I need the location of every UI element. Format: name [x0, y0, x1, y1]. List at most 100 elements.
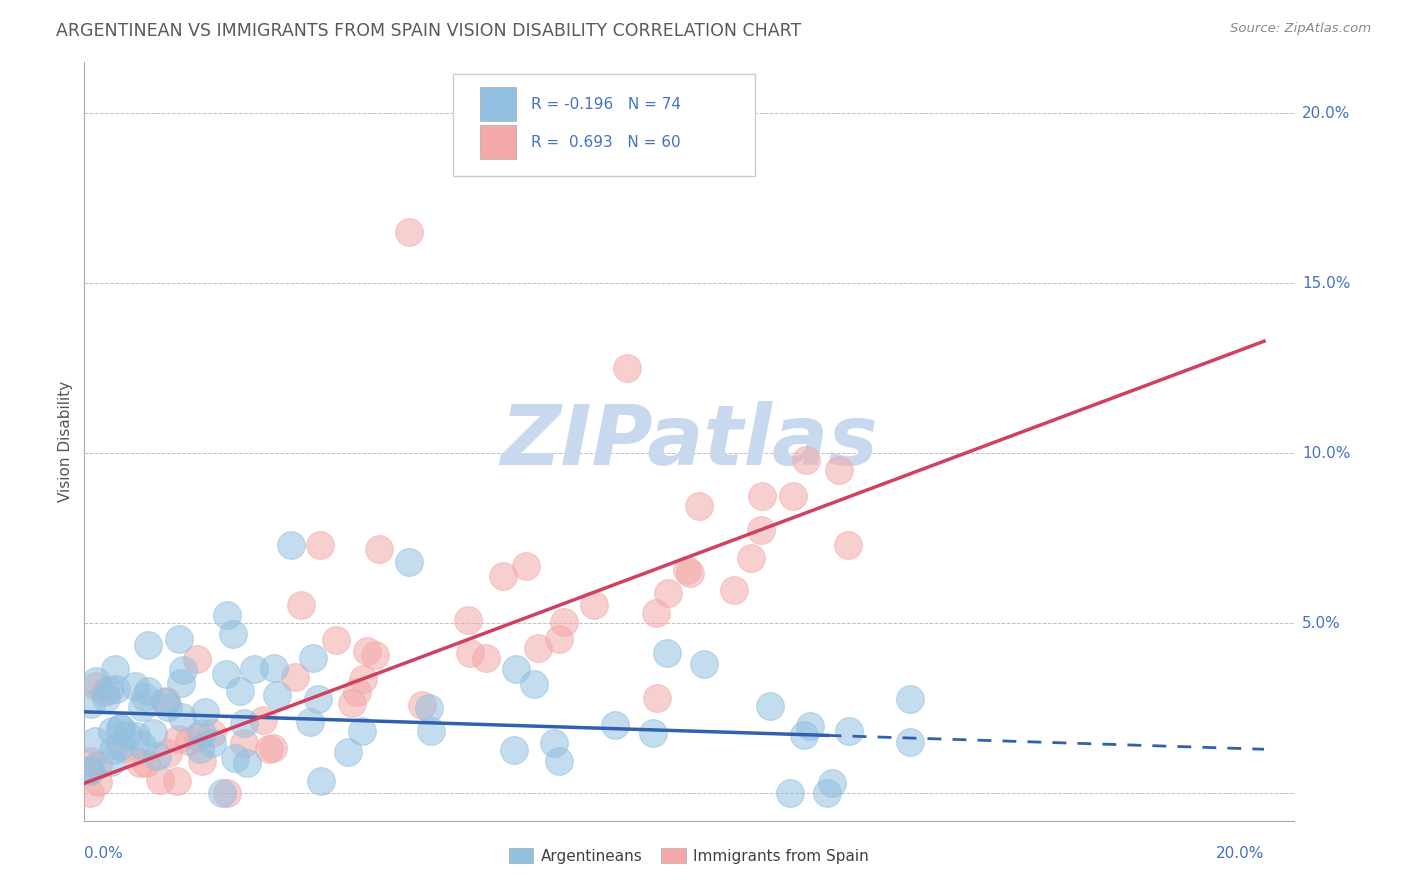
Point [782, 489, 804, 503]
Point [155, 693, 177, 707]
Point [898, 692, 921, 706]
Point [751, 523, 773, 537]
Point [492, 569, 515, 583]
Point [87, 775, 110, 789]
Point [298, 714, 321, 729]
Point [523, 677, 546, 691]
Point [657, 586, 679, 600]
FancyBboxPatch shape [479, 87, 516, 120]
Point [688, 499, 710, 513]
Text: Source: ZipAtlas.com: Source: ZipAtlas.com [1230, 22, 1371, 36]
Text: R = -0.196   N = 74: R = -0.196 N = 74 [530, 96, 681, 112]
Text: R =  0.693   N = 60: R = 0.693 N = 60 [530, 135, 681, 150]
Point [301, 651, 323, 665]
Text: 15.0%: 15.0% [1302, 276, 1350, 291]
Point [799, 719, 821, 733]
Point [759, 698, 782, 713]
Point [131, 738, 153, 752]
Point [364, 648, 387, 663]
Point [505, 662, 527, 676]
Point [307, 691, 329, 706]
Point [645, 606, 668, 620]
Point [723, 582, 745, 597]
Point [179, 733, 201, 747]
Point [346, 684, 368, 698]
Point [740, 551, 762, 566]
Text: 20.0%: 20.0% [1302, 106, 1350, 121]
Point [309, 774, 332, 789]
Point [104, 662, 127, 676]
Point [87, 757, 110, 772]
Point [503, 742, 526, 756]
Point [79, 762, 101, 776]
Point [418, 701, 440, 715]
Point [547, 632, 569, 646]
Point [156, 700, 179, 714]
Point [131, 699, 153, 714]
FancyBboxPatch shape [479, 126, 516, 159]
Point [170, 676, 193, 690]
Point [263, 661, 285, 675]
Point [167, 632, 190, 647]
Point [898, 735, 921, 749]
Point [84, 673, 107, 688]
Point [356, 643, 378, 657]
Legend: Argentineans, Immigrants from Spain: Argentineans, Immigrants from Spain [503, 842, 875, 870]
Point [838, 724, 860, 739]
Point [350, 724, 373, 739]
Point [110, 721, 132, 735]
Point [221, 627, 243, 641]
Point [794, 453, 817, 467]
Point [679, 566, 702, 580]
Point [543, 735, 565, 749]
Text: 5.0%: 5.0% [1302, 616, 1340, 631]
Point [336, 745, 359, 759]
Point [641, 726, 664, 740]
Point [411, 698, 433, 713]
Point [136, 684, 159, 698]
Point [96, 691, 118, 706]
Point [233, 716, 256, 731]
Point [217, 787, 239, 801]
Point [115, 728, 138, 742]
Point [243, 662, 266, 676]
Point [86, 679, 108, 693]
Point [821, 776, 844, 790]
Point [129, 756, 152, 770]
Point [79, 754, 101, 768]
Point [149, 773, 172, 788]
Point [141, 725, 163, 739]
Point [645, 690, 668, 705]
Point [458, 646, 481, 660]
Text: ARGENTINEAN VS IMMIGRANTS FROM SPAIN VISION DISABILITY CORRELATION CHART: ARGENTINEAN VS IMMIGRANTS FROM SPAIN VIS… [56, 22, 801, 40]
Point [837, 538, 859, 552]
FancyBboxPatch shape [453, 74, 755, 177]
Text: ZIPatlas: ZIPatlas [501, 401, 877, 482]
Point [187, 730, 209, 744]
Point [262, 741, 284, 756]
Point [233, 736, 256, 750]
Point [134, 690, 156, 704]
Point [419, 723, 441, 738]
Point [398, 555, 420, 569]
Point [352, 673, 374, 687]
Point [156, 746, 179, 760]
Point [828, 463, 851, 477]
Point [779, 787, 801, 801]
Point [124, 729, 146, 743]
Point [228, 684, 250, 698]
Point [398, 226, 420, 240]
Point [548, 754, 571, 768]
Point [224, 751, 246, 765]
Point [124, 679, 146, 693]
Point [186, 652, 208, 666]
Point [136, 638, 159, 652]
Point [166, 731, 188, 746]
Point [475, 650, 498, 665]
Point [793, 728, 815, 742]
Point [201, 725, 224, 739]
Point [100, 755, 122, 769]
Point [211, 787, 233, 801]
Point [166, 774, 188, 789]
Point [309, 538, 332, 552]
